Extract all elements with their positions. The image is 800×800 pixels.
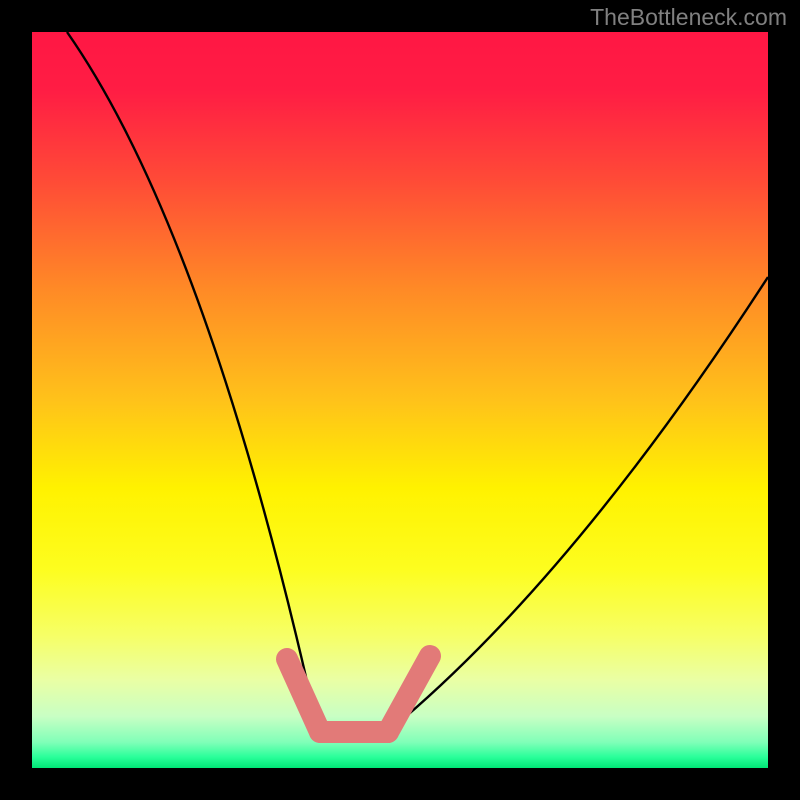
watermark-text: TheBottleneck.com [590, 4, 787, 31]
gradient-background [32, 32, 768, 768]
chart-plot-area [32, 32, 768, 768]
chart-svg [32, 32, 768, 768]
